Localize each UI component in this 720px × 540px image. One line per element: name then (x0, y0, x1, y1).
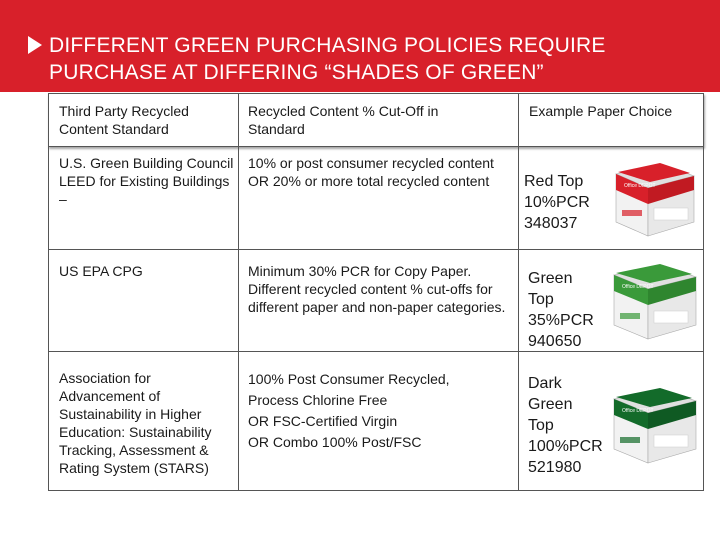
row-2-cutoff: Minimum 30% PCR for Copy Paper. Differen… (248, 263, 506, 315)
paper-line: 940650 (528, 333, 582, 350)
column-divider (238, 93, 239, 491)
cutoff-line: Process Chlorine Free (248, 392, 388, 408)
cutoff-line: OR FSC-Certified Virgin (248, 413, 398, 429)
paper-line: 35%PCR (528, 312, 594, 329)
row-3-standard: Association for Advancement of Sustainab… (59, 370, 212, 476)
cutoff-line: OR Combo 100% Post/FSC (248, 434, 422, 450)
paper-line: Green (528, 396, 573, 413)
row-2-paper-choice: Green Top 35%PCR 940650 (528, 268, 594, 352)
header-paper: Example Paper Choice (529, 103, 673, 119)
box-brand-text: Office DEPOT (624, 183, 656, 189)
box-brand-text: Office DEPOT (622, 284, 654, 290)
row-1-standard: U.S. Green Building Council LEED for Exi… (59, 155, 234, 207)
paper-line: 521980 (528, 459, 582, 476)
row-divider (48, 351, 704, 352)
paper-line: Top (528, 291, 554, 308)
header-cutoff: Recycled Content % Cut-Off in Standard (248, 103, 439, 137)
paper-line: 10%PCR (524, 194, 590, 211)
paper-line: Dark (528, 375, 562, 392)
row-2-standard: US EPA CPG (59, 263, 143, 279)
table-header-row (48, 93, 704, 147)
paper-line: Green (528, 270, 573, 287)
cutoff-line: 100% Post Consumer Recycled, (248, 371, 450, 387)
bullet-arrow-icon (28, 36, 42, 54)
green-top-paper-box-image: Office DEPOT (612, 264, 698, 340)
paper-line: Red Top (524, 173, 584, 190)
slide-title: DIFFERENT GREEN PURCHASING POLICIES REQU… (49, 34, 606, 84)
row-1-paper-choice: Red Top 10%PCR 348037 (524, 171, 590, 234)
paper-line: 100%PCR (528, 438, 603, 455)
header-standard: Third Party Recycled Content Standard (59, 103, 189, 137)
title-banner: DIFFERENT GREEN PURCHASING POLICIES REQU… (0, 0, 720, 92)
table-border-right (703, 93, 704, 491)
column-divider (518, 93, 519, 491)
dark-green-top-paper-box-image: Office DEPOT (612, 388, 698, 464)
red-top-paper-box-image: Office DEPOT (615, 163, 695, 237)
row-3-cutoff: 100% Post Consumer Recycled, Process Chl… (248, 369, 516, 453)
paper-line: 348037 (524, 215, 578, 232)
box-brand-text: Office DEPOT (622, 408, 654, 414)
comparison-table: Third Party Recycled Content Standard Re… (48, 93, 704, 491)
row-3-paper-choice: Dark Green Top 100%PCR 521980 (528, 373, 603, 478)
row-divider (48, 249, 704, 250)
table-border-left (48, 93, 49, 491)
table-border-bottom (48, 490, 704, 491)
row-1-cutoff: 10% or post consumer recycled content OR… (248, 155, 494, 189)
paper-line: Top (528, 417, 554, 434)
